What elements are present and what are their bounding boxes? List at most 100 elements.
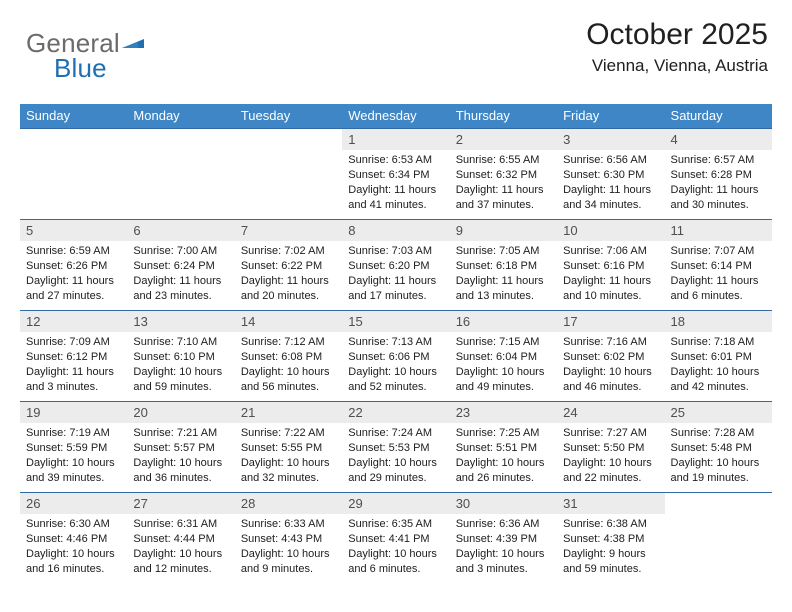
- dow-cell: Saturday: [665, 104, 772, 128]
- sunset-line: Sunset: 6:20 PM: [348, 259, 443, 274]
- sunset-line: Sunset: 6:08 PM: [241, 350, 336, 365]
- brand-logo: General Blue: [26, 24, 144, 90]
- day-info: Sunrise: 6:56 AMSunset: 6:30 PMDaylight:…: [557, 150, 664, 216]
- month-title: October 2025: [586, 18, 768, 52]
- daylight-line: Daylight: 10 hours and 22 minutes.: [563, 456, 658, 486]
- daylight-line: Daylight: 10 hours and 19 minutes.: [671, 456, 766, 486]
- day-cell: 21Sunrise: 7:22 AMSunset: 5:55 PMDayligh…: [235, 402, 342, 492]
- dow-cell: Thursday: [450, 104, 557, 128]
- daylight-line: Daylight: 11 hours and 17 minutes.: [348, 274, 443, 304]
- day-number: 24: [557, 402, 664, 423]
- daylight-line: Daylight: 11 hours and 3 minutes.: [26, 365, 121, 395]
- daylight-line: Daylight: 11 hours and 6 minutes.: [671, 274, 766, 304]
- sunrise-line: Sunrise: 7:13 AM: [348, 335, 443, 350]
- sunrise-line: Sunrise: 7:03 AM: [348, 244, 443, 259]
- daylight-line: Daylight: 10 hours and 12 minutes.: [133, 547, 228, 577]
- sunrise-line: Sunrise: 7:25 AM: [456, 426, 551, 441]
- day-number: 28: [235, 493, 342, 514]
- daylight-line: Daylight: 10 hours and 29 minutes.: [348, 456, 443, 486]
- sunset-line: Sunset: 5:55 PM: [241, 441, 336, 456]
- day-info: Sunrise: 7:28 AMSunset: 5:48 PMDaylight:…: [665, 423, 772, 489]
- brand-text: General Blue: [26, 28, 144, 89]
- day-cell: 18Sunrise: 7:18 AMSunset: 6:01 PMDayligh…: [665, 311, 772, 401]
- daylight-line: Daylight: 10 hours and 56 minutes.: [241, 365, 336, 395]
- daylight-line: Daylight: 10 hours and 32 minutes.: [241, 456, 336, 486]
- day-cell: 4Sunrise: 6:57 AMSunset: 6:28 PMDaylight…: [665, 129, 772, 219]
- day-cell: 31Sunrise: 6:38 AMSunset: 4:38 PMDayligh…: [557, 493, 664, 583]
- dow-cell: Wednesday: [342, 104, 449, 128]
- calendar: SundayMondayTuesdayWednesdayThursdayFrid…: [20, 104, 772, 583]
- sunset-line: Sunset: 6:01 PM: [671, 350, 766, 365]
- sunrise-line: Sunrise: 7:10 AM: [133, 335, 228, 350]
- sunset-line: Sunset: 5:51 PM: [456, 441, 551, 456]
- brand-word-2: Blue: [54, 53, 107, 83]
- day-info: Sunrise: 6:57 AMSunset: 6:28 PMDaylight:…: [665, 150, 772, 216]
- week-row: 1Sunrise: 6:53 AMSunset: 6:34 PMDaylight…: [20, 128, 772, 219]
- day-cell: 16Sunrise: 7:15 AMSunset: 6:04 PMDayligh…: [450, 311, 557, 401]
- day-number: 16: [450, 311, 557, 332]
- week-row: 12Sunrise: 7:09 AMSunset: 6:12 PMDayligh…: [20, 310, 772, 401]
- sunrise-line: Sunrise: 7:00 AM: [133, 244, 228, 259]
- sunset-line: Sunset: 6:12 PM: [26, 350, 121, 365]
- dow-cell: Friday: [557, 104, 664, 128]
- sunrise-line: Sunrise: 7:21 AM: [133, 426, 228, 441]
- daylight-line: Daylight: 10 hours and 59 minutes.: [133, 365, 228, 395]
- sunrise-line: Sunrise: 7:22 AM: [241, 426, 336, 441]
- day-info: Sunrise: 7:02 AMSunset: 6:22 PMDaylight:…: [235, 241, 342, 307]
- day-info: Sunrise: 6:55 AMSunset: 6:32 PMDaylight:…: [450, 150, 557, 216]
- day-number: 8: [342, 220, 449, 241]
- day-number: 10: [557, 220, 664, 241]
- sunrise-line: Sunrise: 7:15 AM: [456, 335, 551, 350]
- day-info: Sunrise: 7:10 AMSunset: 6:10 PMDaylight:…: [127, 332, 234, 398]
- day-cell: 14Sunrise: 7:12 AMSunset: 6:08 PMDayligh…: [235, 311, 342, 401]
- day-number: 26: [20, 493, 127, 514]
- daylight-line: Daylight: 11 hours and 23 minutes.: [133, 274, 228, 304]
- day-cell: 11Sunrise: 7:07 AMSunset: 6:14 PMDayligh…: [665, 220, 772, 310]
- sunset-line: Sunset: 4:46 PM: [26, 532, 121, 547]
- daylight-line: Daylight: 10 hours and 39 minutes.: [26, 456, 121, 486]
- sunrise-line: Sunrise: 6:35 AM: [348, 517, 443, 532]
- day-info: Sunrise: 6:38 AMSunset: 4:38 PMDaylight:…: [557, 514, 664, 580]
- day-number: 9: [450, 220, 557, 241]
- page: General Blue October 2025 Vienna, Vienna…: [0, 0, 792, 612]
- sunrise-line: Sunrise: 7:12 AM: [241, 335, 336, 350]
- daylight-line: Daylight: 11 hours and 34 minutes.: [563, 183, 658, 213]
- day-info: Sunrise: 6:36 AMSunset: 4:39 PMDaylight:…: [450, 514, 557, 580]
- day-number: 3: [557, 129, 664, 150]
- day-cell: 3Sunrise: 6:56 AMSunset: 6:30 PMDaylight…: [557, 129, 664, 219]
- day-info: Sunrise: 6:33 AMSunset: 4:43 PMDaylight:…: [235, 514, 342, 580]
- sunrise-line: Sunrise: 6:36 AM: [456, 517, 551, 532]
- daylight-line: Daylight: 10 hours and 26 minutes.: [456, 456, 551, 486]
- day-number: 17: [557, 311, 664, 332]
- day-number: 29: [342, 493, 449, 514]
- daylight-line: Daylight: 11 hours and 13 minutes.: [456, 274, 551, 304]
- day-number: 19: [20, 402, 127, 423]
- sunset-line: Sunset: 4:38 PM: [563, 532, 658, 547]
- sunset-line: Sunset: 5:48 PM: [671, 441, 766, 456]
- day-info: Sunrise: 7:05 AMSunset: 6:18 PMDaylight:…: [450, 241, 557, 307]
- day-cell: 9Sunrise: 7:05 AMSunset: 6:18 PMDaylight…: [450, 220, 557, 310]
- sunset-line: Sunset: 5:57 PM: [133, 441, 228, 456]
- day-cell: 17Sunrise: 7:16 AMSunset: 6:02 PMDayligh…: [557, 311, 664, 401]
- sunrise-line: Sunrise: 7:07 AM: [671, 244, 766, 259]
- daylight-line: Daylight: 10 hours and 49 minutes.: [456, 365, 551, 395]
- sunrise-line: Sunrise: 7:18 AM: [671, 335, 766, 350]
- day-cell: 2Sunrise: 6:55 AMSunset: 6:32 PMDaylight…: [450, 129, 557, 219]
- day-cell: 6Sunrise: 7:00 AMSunset: 6:24 PMDaylight…: [127, 220, 234, 310]
- day-number: 23: [450, 402, 557, 423]
- sunset-line: Sunset: 6:28 PM: [671, 168, 766, 183]
- brand-flag-icon: [122, 24, 144, 55]
- daylight-line: Daylight: 10 hours and 52 minutes.: [348, 365, 443, 395]
- day-cell: 13Sunrise: 7:10 AMSunset: 6:10 PMDayligh…: [127, 311, 234, 401]
- daylight-line: Daylight: 9 hours and 59 minutes.: [563, 547, 658, 577]
- day-info: Sunrise: 7:00 AMSunset: 6:24 PMDaylight:…: [127, 241, 234, 307]
- day-info: Sunrise: 7:12 AMSunset: 6:08 PMDaylight:…: [235, 332, 342, 398]
- day-number: 27: [127, 493, 234, 514]
- empty-cell: [127, 129, 234, 219]
- sunset-line: Sunset: 6:02 PM: [563, 350, 658, 365]
- daylight-line: Daylight: 10 hours and 36 minutes.: [133, 456, 228, 486]
- day-info: Sunrise: 7:18 AMSunset: 6:01 PMDaylight:…: [665, 332, 772, 398]
- sunrise-line: Sunrise: 6:33 AM: [241, 517, 336, 532]
- day-number: 6: [127, 220, 234, 241]
- day-cell: 12Sunrise: 7:09 AMSunset: 6:12 PMDayligh…: [20, 311, 127, 401]
